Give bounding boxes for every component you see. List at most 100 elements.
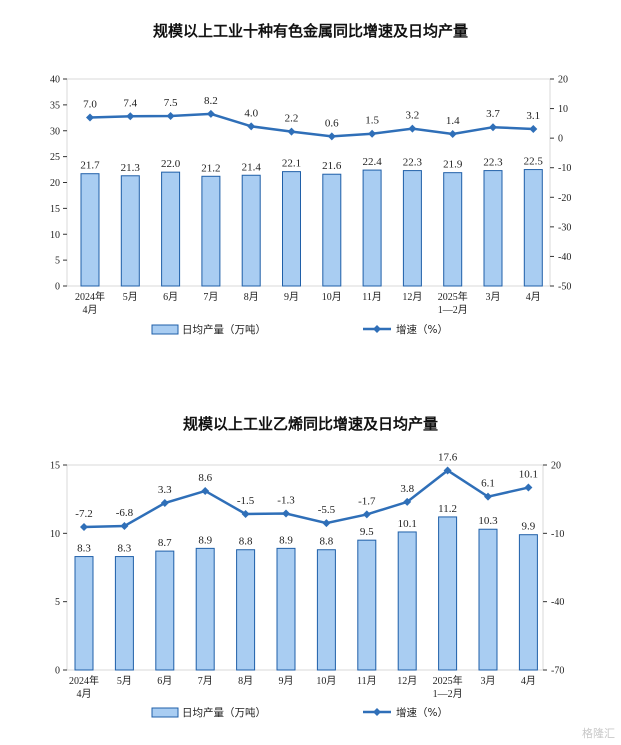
chart2-line-point: [160, 499, 169, 508]
chart1-right-tick-label: -40: [558, 252, 571, 263]
chart2-line-label: -1.7: [358, 495, 376, 507]
chart2-right-tick-label: 20: [551, 461, 561, 472]
chart1-bar-label: 22.0: [161, 158, 181, 170]
chart2-line-label: -6.8: [116, 507, 134, 519]
chart1-right-tick-label: -50: [558, 282, 571, 293]
chart1-bar: [161, 171, 181, 287]
chart2-category-label: 2025年: [433, 674, 463, 687]
chart2-bar-label: 10.3: [478, 515, 498, 527]
chart2-bar: [438, 516, 458, 671]
chart1-left-tick-label: 0: [55, 282, 60, 293]
chart1-category-label: 2025年: [438, 290, 468, 303]
chart2-left-tick-label: 5: [55, 597, 60, 608]
chart1-right-tick-label: 20: [558, 75, 568, 86]
chart1-title: 规模以上工业十种有色金属同比增速及日均产量: [152, 22, 468, 40]
chart1-left-tick-label: 10: [50, 230, 60, 241]
chart2-bar: [155, 550, 175, 671]
chart2-line-point: [282, 509, 290, 518]
chart2-line-point: [362, 510, 371, 519]
chart2-growth-line: [83, 468, 529, 529]
chart2-bar: [236, 549, 256, 671]
chart1-left-tick-label: 5: [55, 256, 60, 267]
chart1-bar: [483, 170, 503, 287]
chart1-line-point: [206, 109, 215, 118]
chart1-category-label: 10月: [322, 291, 342, 303]
chart1-line-label: 2.2: [285, 113, 299, 125]
chart2-category-label: 4月: [77, 688, 92, 700]
chart1-left-tick-label: 35: [50, 100, 60, 111]
chart2-bar: [195, 547, 215, 671]
chart1-category-label: 9月: [284, 291, 299, 303]
chart2-line-point: [241, 509, 250, 518]
chart1-line-point: [529, 124, 538, 133]
chart2-bar-label: 9.9: [522, 521, 536, 533]
chart1-bar-label: 22.5: [524, 156, 544, 168]
chart1-bar: [362, 169, 382, 287]
chart2-left-tick-label: 15: [50, 461, 60, 472]
chart2-bar-label: 9.5: [360, 526, 374, 538]
chart1-line-point: [489, 123, 497, 132]
chart2-line-label: -1.3: [277, 495, 295, 507]
chart2-category-label: 11月: [357, 675, 377, 687]
chart2-left-tick-label: 10: [50, 529, 60, 540]
chart1-line-label: 7.4: [123, 97, 137, 109]
chart1-left-tick-label: 15: [50, 204, 60, 215]
chart1-line-label: 3.1: [526, 110, 540, 122]
chart2-line-label: -1.5: [237, 495, 255, 507]
chart1-line-label: 1.4: [446, 115, 460, 127]
chart2-legend-line-label: 增速（%）: [396, 706, 448, 719]
chart1-left-tick-label: 25: [50, 152, 60, 163]
chart1-legend-bar-swatch: [151, 324, 179, 335]
chart2-bar-label: 8.3: [118, 543, 132, 555]
chart2-category-label: 2024年: [69, 674, 99, 687]
chart2-left-tick-label: 0: [55, 666, 60, 677]
chart1-right-tick-label: -10: [558, 163, 571, 174]
chart2-category-label: 12月: [397, 675, 417, 687]
chart2-line-point: [201, 486, 210, 495]
chart2-bar: [518, 534, 538, 671]
chart1-category-label: 12月: [402, 291, 422, 303]
chart1-line-point: [448, 130, 457, 139]
chart2-category-label: 6月: [157, 675, 172, 687]
chart2-line-label: -7.2: [75, 508, 92, 520]
chart2-bar: [316, 549, 336, 671]
chart2-category-label: 1—2月: [433, 688, 463, 700]
chart2-category-label: 8月: [238, 675, 253, 687]
chart1-left-tick-label: 30: [50, 126, 60, 137]
chart1-line-point: [166, 111, 175, 120]
chart1-category-label: 4月: [526, 291, 541, 303]
chart1-bar: [523, 169, 543, 287]
chart2-bar-label: 11.2: [438, 503, 457, 515]
chart1-growth-line: [89, 112, 534, 138]
chart2-bar-label: 8.8: [239, 536, 253, 548]
chart1-bar: [282, 171, 301, 287]
chart1-line-label: 7.5: [164, 97, 178, 109]
chart2-bar: [276, 547, 296, 671]
watermark-logo: 格隆汇: [582, 727, 615, 740]
chart1-bar: [443, 172, 463, 287]
chart1-line-label: 1.5: [365, 115, 379, 127]
chart2-bar: [74, 556, 94, 671]
chart1-bar-label: 22.1: [282, 158, 301, 170]
chart1-category-label: 1—2月: [438, 304, 468, 316]
chart2-bar: [114, 556, 134, 671]
chart2-line-point: [322, 519, 331, 528]
chart2-line-point: [120, 522, 129, 531]
chart2-line-label: 3.3: [158, 484, 172, 496]
chart1-line-label: 3.7: [486, 108, 500, 120]
chart1-category-label: 7月: [203, 291, 218, 303]
chart2-legend-bar-label: 日均产量（万吨）: [182, 706, 266, 719]
chart1-bar: [120, 175, 140, 287]
chart1-bar-label: 21.2: [201, 162, 220, 174]
chart1-line-point: [287, 127, 296, 136]
chart2-line-label: 10.1: [519, 469, 538, 481]
chart1-line-label: 7.0: [83, 98, 97, 110]
chart1-bar-label: 21.9: [443, 159, 463, 171]
chart1-category-label: 4月: [83, 304, 98, 316]
chart1-line-label: 4.0: [244, 107, 258, 119]
chart2-category-label: 4月: [521, 675, 536, 687]
chart1-left-tick-label: 20: [50, 178, 60, 189]
chart1-bar: [322, 173, 342, 287]
chart2-line-point: [80, 522, 88, 531]
chart1-bar-label: 21.4: [242, 161, 262, 173]
